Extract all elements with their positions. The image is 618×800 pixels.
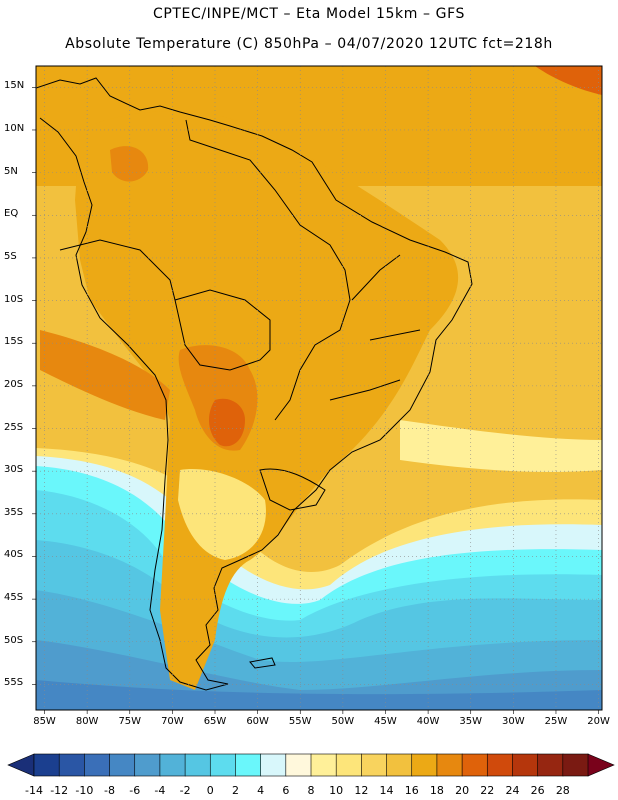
coastlines bbox=[36, 77, 473, 691]
longitude-label: 65W bbox=[203, 716, 227, 727]
colorbar-swatch bbox=[537, 753, 564, 777]
latitude-label: 35S bbox=[4, 506, 24, 518]
colorbar-label: -2 bbox=[179, 784, 191, 797]
longitude-label: 70W bbox=[161, 716, 184, 727]
colorbar-swatch bbox=[58, 753, 85, 777]
colorbar-lower-arrow bbox=[7, 753, 35, 777]
colorbar-label: 28 bbox=[555, 784, 570, 797]
colorbar-label: 20 bbox=[455, 784, 470, 797]
latitude-label: 15N bbox=[4, 80, 25, 92]
latitude-label: 5N bbox=[4, 165, 18, 177]
colorbar-label: -10 bbox=[75, 784, 94, 797]
latitude-label: 10N bbox=[4, 122, 25, 134]
latitude-label: 55S bbox=[4, 677, 24, 689]
latitude-label: 15S bbox=[4, 336, 24, 348]
colorbar-swatch bbox=[184, 753, 211, 777]
longitude-label: 30W bbox=[502, 716, 525, 727]
latitude-label: 20S bbox=[4, 378, 24, 390]
colorbar-swatch bbox=[260, 753, 287, 777]
colorbar-swatch bbox=[361, 753, 388, 777]
latitude-label: EQ bbox=[4, 208, 19, 220]
colorbar-label: 16 bbox=[404, 784, 419, 797]
longitude-label: 45W bbox=[374, 716, 397, 727]
colorbar-swatch bbox=[335, 753, 362, 777]
colorbar-label: -12 bbox=[50, 784, 69, 797]
longitude-label: 35W bbox=[459, 716, 483, 727]
colorbar-swatch bbox=[209, 753, 237, 777]
colorbar-label: 22 bbox=[480, 784, 495, 797]
colorbar-label: -8 bbox=[104, 784, 116, 797]
colorbar-swatch bbox=[235, 753, 262, 777]
longitude-label: 80W bbox=[75, 716, 99, 727]
longitude-label: 75W bbox=[118, 716, 142, 727]
colorbar-swatch bbox=[461, 753, 488, 777]
latitude-label: 5S bbox=[4, 250, 17, 262]
colorbar-label: 4 bbox=[257, 784, 265, 797]
colorbar-label: 14 bbox=[379, 784, 394, 797]
latitude-label: 25S bbox=[4, 421, 24, 433]
longitude-label: 60W bbox=[246, 716, 269, 727]
colorbar-label: -6 bbox=[129, 784, 141, 797]
map-frame bbox=[35, 65, 603, 711]
colorbar-label: 12 bbox=[354, 784, 369, 797]
latitude-label: 30S bbox=[4, 464, 24, 476]
latitude-label: 45S bbox=[4, 592, 24, 604]
colorbar-swatch bbox=[285, 753, 312, 777]
colorbar-label: 0 bbox=[206, 784, 214, 797]
colorbar-swatch bbox=[486, 753, 514, 777]
colorbar-swatch bbox=[411, 753, 438, 777]
latitude-label: 50S bbox=[4, 634, 24, 646]
colorbar bbox=[7, 753, 615, 777]
longitude-label: 40W bbox=[416, 716, 440, 727]
longitude-label: 20W bbox=[587, 716, 610, 727]
colorbar-label: 6 bbox=[282, 784, 290, 797]
colorbar-label: 18 bbox=[429, 784, 444, 797]
colorbar-upper-arrow bbox=[587, 753, 615, 777]
colorbar-swatch bbox=[109, 753, 136, 777]
latitude-label: 10S bbox=[4, 293, 24, 305]
longitude-label: 50W bbox=[331, 716, 355, 727]
temperature-field bbox=[36, 66, 602, 710]
longitude-label: 85W bbox=[33, 716, 56, 727]
colorbar-label: -14 bbox=[25, 784, 43, 797]
map-title-line-2: Absolute Temperature (C) 850hPa – 04/07/… bbox=[65, 36, 553, 52]
colorbar-swatch bbox=[84, 753, 111, 777]
colorbar-swatch bbox=[436, 753, 463, 777]
graticule bbox=[32, 66, 602, 714]
longitude-label: 25W bbox=[544, 716, 568, 727]
colorbar-swatch bbox=[562, 753, 589, 777]
colorbar-swatch bbox=[134, 753, 161, 777]
colorbar-label: 26 bbox=[530, 784, 545, 797]
colorbar-label: 8 bbox=[307, 784, 315, 797]
colorbar-swatch bbox=[310, 753, 337, 777]
colorbar-swatch bbox=[33, 753, 60, 777]
colorbar-swatch bbox=[159, 753, 186, 777]
colorbar-swatch bbox=[386, 753, 413, 777]
colorbar-swatch bbox=[512, 753, 539, 777]
colorbar-label: 24 bbox=[505, 784, 520, 797]
longitude-label: 55W bbox=[288, 716, 312, 727]
colorbar-label: -4 bbox=[154, 784, 166, 797]
latitude-label: 40S bbox=[4, 549, 24, 561]
colorbar-label: 2 bbox=[231, 784, 239, 797]
map-title-line-1: CPTEC/INPE/MCT – Eta Model 15km – GFS bbox=[152, 6, 466, 22]
colorbar-label: 10 bbox=[329, 784, 344, 797]
